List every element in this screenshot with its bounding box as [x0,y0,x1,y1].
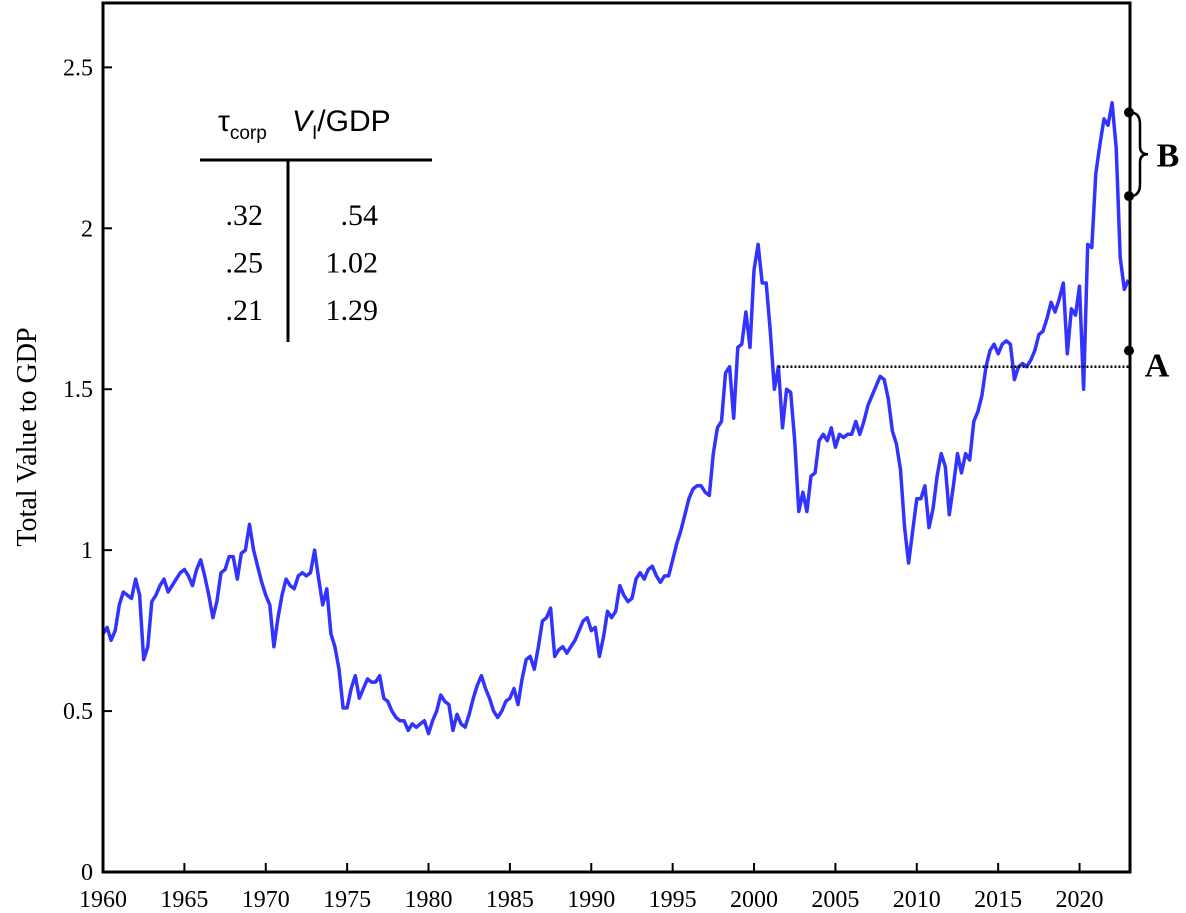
y-tick-label: 1 [81,538,93,564]
x-tick-label: 1980 [405,887,453,913]
x-tick-label: 2020 [1056,887,1104,913]
table-cell: 1.02 [326,247,379,280]
x-tick-label: 1985 [486,887,534,913]
header-v-sub: I [312,123,317,144]
inset-table: τcorp VI/GDP [200,105,432,342]
annotation-dot [1124,107,1134,118]
table-cell: .32 [226,199,264,232]
x-tick-label: 1990 [567,887,615,913]
table-cell: .25 [226,247,264,280]
x-tick-label: 2000 [730,887,778,913]
header-tau-sub: corp [230,123,267,144]
annotation-dot [1124,345,1134,356]
y-tick-label: 0 [81,860,93,886]
x-tick-label: 1970 [242,887,290,913]
y-tick-label: 2 [81,216,93,242]
header-v-rest: /GDP [317,105,390,138]
table-header: VI/GDP [292,105,391,144]
annotation-brace [1129,111,1149,198]
data-line [101,101,1131,736]
x-tick-label: 2010 [893,887,941,913]
y-axis-label: Total Value to GDP [12,327,43,546]
x-tick-label: 1960 [79,887,127,913]
x-tick-label: 2005 [811,887,859,913]
header-tau: τ [218,105,230,138]
table-cell: .21 [226,294,264,327]
y-tick-label: 2.5 [63,55,93,81]
x-tick-label: 2015 [974,887,1022,913]
annotation-label: A [1145,348,1170,385]
y-tick-label: 1.5 [63,377,93,403]
annotation-dot [1124,191,1134,202]
x-tick-label: 1995 [649,887,697,913]
table-cell: .54 [341,199,379,232]
annotation-label: B [1157,137,1180,174]
x-tick-label: 1965 [160,887,208,913]
table-cell: 1.29 [326,294,379,327]
y-tick-label: 0.5 [63,699,93,725]
x-tick-label: 1975 [323,887,371,913]
header-v: V [292,105,315,138]
plot-frame [101,1,1132,874]
table-header: τcorp [218,105,267,144]
